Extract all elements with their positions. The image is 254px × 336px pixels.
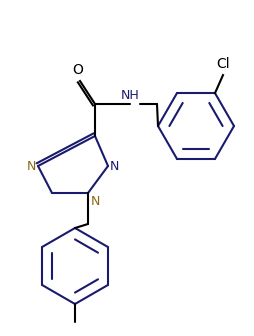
- Text: N: N: [91, 195, 100, 208]
- Text: N: N: [26, 160, 36, 172]
- Text: Cl: Cl: [215, 57, 229, 71]
- Text: NH: NH: [120, 89, 139, 102]
- Text: N: N: [109, 160, 119, 172]
- Text: O: O: [72, 63, 83, 77]
